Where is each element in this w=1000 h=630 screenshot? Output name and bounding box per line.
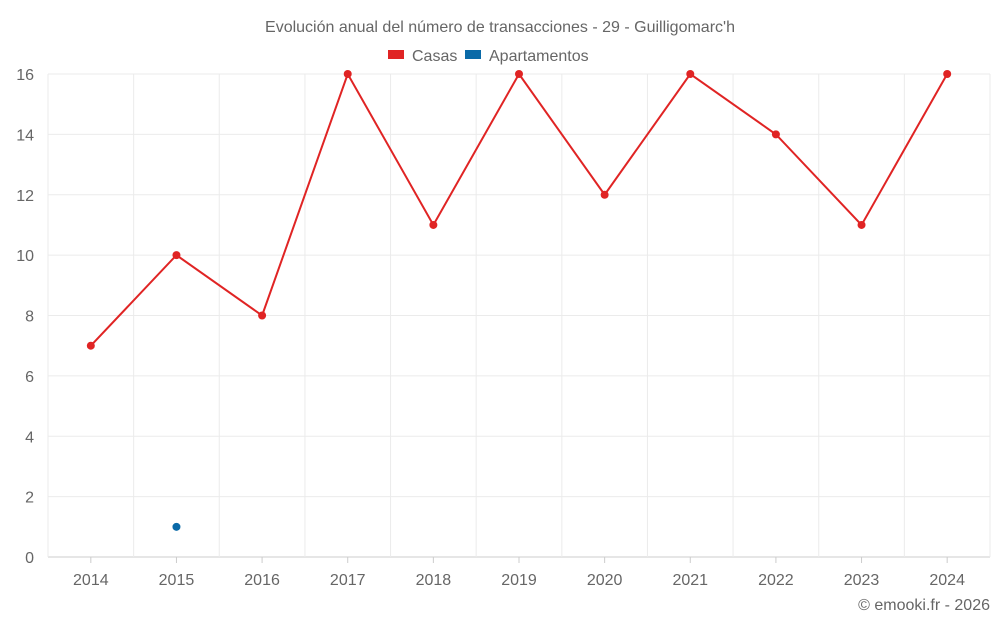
x-tick-label: 2017 [330,572,366,589]
data-point-casas [258,311,267,320]
x-tick-label: 2020 [587,572,623,589]
data-point-casas [515,70,523,78]
data-point-apartamentos [172,522,181,531]
x-tick-label: 2015 [159,572,195,589]
x-tick-label: 2024 [929,572,965,589]
credit-text: © emooki.fr - 2026 [858,597,990,614]
data-point-casas [943,70,952,78]
data-point-casas [429,220,438,229]
x-tick-label: 2019 [501,572,537,589]
legend-label-casas: Casas [412,48,457,65]
data-point-casas [771,130,780,139]
y-tick-label: 16 [16,67,34,84]
legend-swatch-casas [388,50,404,59]
data-point-casas [172,251,181,260]
y-tick-label: 8 [25,309,34,326]
y-tick-label: 4 [25,429,34,446]
x-tick-label: 2022 [758,572,794,589]
chart-title: Evolución anual del número de transaccio… [265,19,735,36]
y-tick-label: 6 [25,369,34,386]
x-tick-label: 2014 [73,572,109,589]
x-tick-label: 2016 [244,572,280,589]
data-point-casas [600,190,609,199]
y-tick-label: 0 [25,550,34,567]
x-tick-label: 2021 [672,572,708,589]
y-tick-label: 12 [16,188,34,205]
data-point-casas [86,341,95,350]
data-point-casas [686,70,695,78]
y-tick-label: 10 [16,248,34,265]
legend-label-apartamentos: Apartamentos [489,48,589,65]
data-point-casas [857,220,866,229]
x-tick-label: 2023 [844,572,880,589]
data-point-casas [343,70,352,78]
y-tick-label: 2 [25,490,34,507]
x-tick-label: 2018 [416,572,452,589]
y-tick-label: 14 [16,127,34,144]
legend-swatch-apartamentos [465,50,481,59]
